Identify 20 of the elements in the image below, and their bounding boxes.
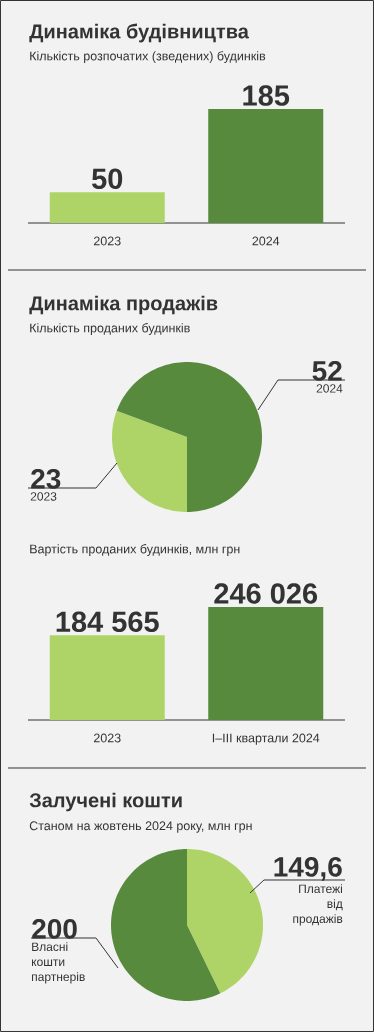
slice-label: Власні кошти партнерів	[32, 942, 85, 984]
data-label: 184 565	[56, 611, 159, 633]
chart-title: Динаміка продажів	[29, 295, 218, 315]
data-label: 50	[92, 168, 123, 189]
data-label: 23	[31, 468, 61, 489]
data-label: 52	[312, 360, 342, 381]
chart-subtitle: Вартість проданих будинків, млн грн	[30, 544, 240, 556]
data-label: 200	[32, 918, 77, 939]
chart-subtitle: Станом на жовтень 2024 року, млн грн	[29, 821, 252, 833]
data-label: 246 026	[214, 583, 318, 604]
chart-subtitle: Кількість розпочатих (зведених) будинків	[30, 51, 266, 63]
chart-subtitle: Кількість проданих будинків	[30, 323, 190, 335]
slice-label: Платежі від продажів	[293, 884, 343, 926]
x-tick-label: I–III квартали 2024	[212, 733, 320, 745]
data-label: 149,6	[274, 856, 342, 881]
data-label: 185	[243, 85, 290, 106]
chart-title: Залучені кошти	[29, 792, 182, 812]
slice-label: 2024	[316, 384, 343, 393]
chart-title: Динаміка будівництва	[29, 23, 250, 43]
slice-label: 2023	[30, 492, 57, 501]
